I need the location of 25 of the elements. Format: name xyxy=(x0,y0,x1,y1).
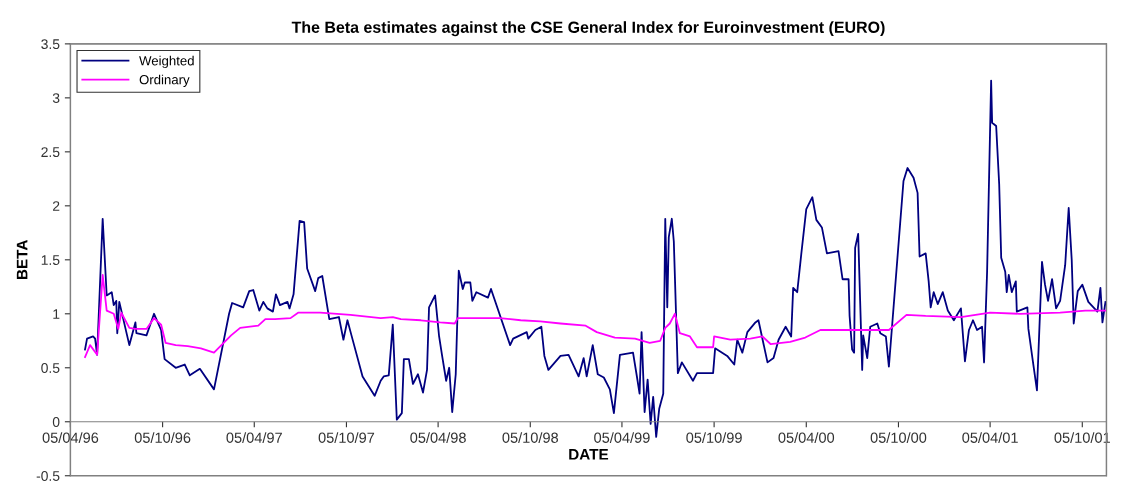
x-tick-label: 05/04/00 xyxy=(778,432,835,443)
y-tick-label: -0.5 xyxy=(36,471,60,481)
chart-title: The Beta estimates against the CSE General Index for Euroinvestment (EURO) xyxy=(291,21,885,37)
y-tick-label: 0 xyxy=(52,417,60,427)
y-tick-label: 0.5 xyxy=(41,363,60,373)
x-tick-label: 05/10/99 xyxy=(686,432,742,443)
y-tick-label: 2.5 xyxy=(41,147,60,158)
x-tick-label: 05/04/99 xyxy=(594,432,650,443)
x-tick-label: 05/04/97 xyxy=(226,432,282,443)
x-tick-label: 05/10/96 xyxy=(134,432,191,443)
y-tick-label: 2 xyxy=(52,201,60,211)
y-tick-label: 1.5 xyxy=(41,255,60,265)
y-tick-label: 1 xyxy=(53,309,60,319)
x-tick-label: 05/10/98 xyxy=(502,432,559,443)
x-tick-label: 05/10/00 xyxy=(870,432,927,443)
x-tick-label: 05/04/98 xyxy=(410,432,466,443)
x-tick-label: 05/10/97 xyxy=(318,432,375,443)
y-axis-title: BETA xyxy=(16,239,28,280)
x-axis-title: DATE xyxy=(569,449,609,460)
y-tick-label: 3.5 xyxy=(41,39,60,50)
legend-label: Ordinary xyxy=(139,74,190,87)
legend-label: Weighted xyxy=(139,55,194,69)
y-tick-label: 3 xyxy=(52,93,60,104)
line-series xyxy=(84,274,1107,358)
x-tick-label: 05/04/01 xyxy=(962,432,1018,443)
